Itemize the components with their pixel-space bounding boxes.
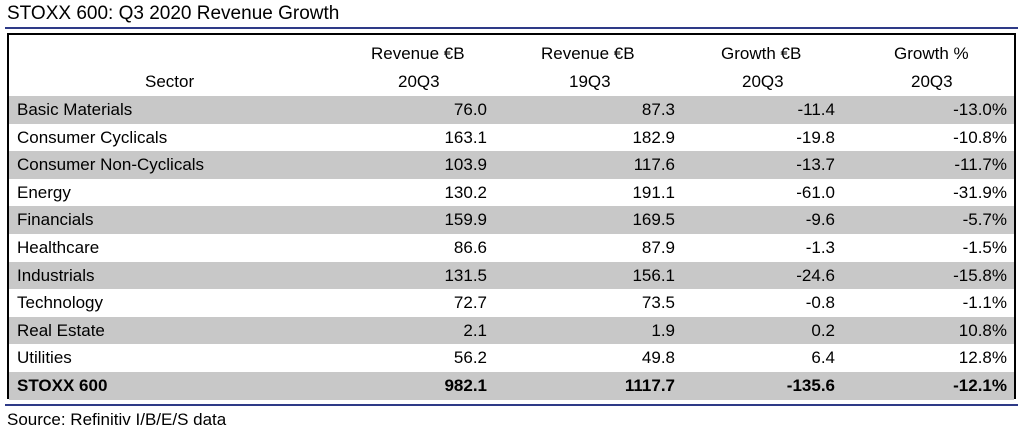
rev-19q3-cell: 49.8 bbox=[641, 348, 675, 368]
sector-cell: Healthcare bbox=[17, 238, 100, 257]
total-growth-pct-cell: -12.1% bbox=[953, 376, 1007, 395]
table-row: Financials 159.9 169.5 -9.6 -5.7% bbox=[9, 206, 1014, 234]
table-row: Consumer Non-Cyclicals 103.9 117.6 -13.7… bbox=[9, 151, 1014, 179]
sector-cell: Technology bbox=[17, 293, 104, 313]
header-growth-eur-line1: Growth €B bbox=[721, 44, 802, 63]
growth-pct-cell: -1.1% bbox=[962, 293, 1007, 313]
table-row: Basic Materials 76.0 87.3 -11.4 -13.0% bbox=[9, 96, 1014, 124]
growth-eur-cell: -13.7 bbox=[796, 155, 835, 175]
rev-20q3-cell: 72.7 bbox=[453, 293, 487, 313]
rev-20q3-cell: 159.9 bbox=[444, 210, 487, 230]
rev-19q3-cell: 191.1 bbox=[632, 182, 675, 202]
header-rev20-line2: 20Q3 bbox=[398, 72, 440, 91]
table-title: STOXX 600: Q3 2020 Revenue Growth bbox=[7, 3, 340, 24]
rev-20q3-cell: 103.9 bbox=[444, 155, 487, 175]
table-row: Utilities 56.2 49.8 6.4 12.8% bbox=[9, 344, 1014, 372]
source-note: Source: Refinitiv I/B/E/S data bbox=[7, 410, 227, 429]
sector-cell: Industrials bbox=[17, 265, 95, 285]
total-rev-20q3-cell: 982.1 bbox=[444, 376, 487, 395]
footer-rule bbox=[5, 404, 1018, 406]
growth-eur-cell: -0.8 bbox=[805, 293, 835, 313]
header-growth-pct-line2: 20Q3 bbox=[911, 72, 953, 91]
growth-pct-cell: -5.7% bbox=[962, 210, 1007, 230]
rev-19q3-cell: 1.9 bbox=[651, 320, 675, 340]
table-row: Energy 130.2 191.1 -61.0 -31.9% bbox=[9, 179, 1014, 207]
rev-20q3-cell: 163.1 bbox=[444, 127, 487, 147]
total-rev-19q3-cell: 1117.7 bbox=[624, 376, 675, 395]
table-row: Real Estate 2.1 1.9 0.2 10.8% bbox=[9, 316, 1014, 345]
header-rev19-line2: 19Q3 bbox=[569, 72, 611, 91]
header-rev19-line1: Revenue €B bbox=[541, 44, 635, 63]
rev-19q3-cell: 156.1 bbox=[632, 265, 675, 285]
rev-19q3-cell: 117.6 bbox=[633, 155, 675, 175]
growth-pct-cell: -13.0% bbox=[953, 100, 1007, 119]
total-row: STOXX 600 982.1 1117.7 -135.6 -12.1% bbox=[9, 372, 1014, 400]
table-row: Consumer Cyclicals 163.1 182.9 -19.8 -10… bbox=[9, 124, 1014, 152]
rev-19q3-cell: 87.9 bbox=[641, 238, 675, 257]
rev-19q3-cell: 169.5 bbox=[632, 210, 675, 230]
sector-cell: Basic Materials bbox=[17, 100, 133, 119]
rev-20q3-cell: 56.2 bbox=[453, 348, 487, 368]
sector-cell: Consumer Cyclicals bbox=[17, 127, 168, 147]
table-row: Healthcare 86.6 87.9 -1.3 -1.5% bbox=[9, 234, 1014, 262]
table-header: Sector Revenue €B 20Q3 Revenue €B 19Q3 G… bbox=[9, 35, 1014, 96]
sector-cell: Energy bbox=[17, 182, 71, 202]
table-row: Technology 72.7 73.5 -0.8 -1.1% bbox=[9, 289, 1014, 317]
growth-eur-cell: -24.6 bbox=[796, 265, 835, 285]
growth-pct-cell: 12.8% bbox=[958, 348, 1007, 368]
growth-eur-cell: 0.2 bbox=[811, 320, 835, 340]
sector-cell: Consumer Non-Cyclicals bbox=[17, 155, 205, 175]
rev-20q3-cell: 130.2 bbox=[444, 182, 487, 202]
growth-eur-cell: 6.4 bbox=[811, 348, 835, 368]
header-sector: Sector bbox=[145, 72, 195, 91]
header-growth-pct-line1: Growth % bbox=[894, 44, 969, 63]
header-rev20-line1: Revenue €B bbox=[371, 44, 465, 63]
growth-eur-cell: -11.4 bbox=[797, 100, 836, 119]
sector-cell: Financials bbox=[17, 210, 94, 230]
growth-eur-cell: -9.6 bbox=[805, 210, 835, 230]
growth-pct-cell: -15.8% bbox=[953, 265, 1007, 285]
growth-eur-cell: -19.8 bbox=[796, 127, 835, 147]
rev-19q3-cell: 87.3 bbox=[641, 100, 675, 119]
rev-20q3-cell: 76.0 bbox=[453, 100, 487, 119]
total-sector-cell: STOXX 600 bbox=[17, 376, 108, 395]
growth-pct-cell: -11.7% bbox=[954, 155, 1007, 175]
header-growth-eur-line2: 20Q3 bbox=[742, 72, 784, 91]
table-row: Industrials 131.5 156.1 -24.6 -15.8% bbox=[9, 261, 1014, 290]
rev-20q3-cell: 2.1 bbox=[463, 320, 487, 340]
rev-20q3-cell: 86.6 bbox=[453, 238, 487, 257]
growth-eur-cell: -1.3 bbox=[805, 238, 835, 257]
sector-cell: Utilities bbox=[17, 348, 72, 368]
rev-19q3-cell: 73.5 bbox=[641, 293, 675, 313]
rev-19q3-cell: 182.9 bbox=[632, 127, 675, 147]
rev-20q3-cell: 131.5 bbox=[444, 265, 487, 285]
total-growth-eur-cell: -135.6 bbox=[786, 376, 835, 395]
growth-eur-cell: -61.0 bbox=[796, 182, 835, 202]
revenue-table: Sector Revenue €B 20Q3 Revenue €B 19Q3 G… bbox=[7, 33, 1016, 400]
growth-pct-cell: -31.9% bbox=[953, 182, 1007, 202]
growth-pct-cell: -1.5% bbox=[962, 238, 1007, 257]
growth-pct-cell: 10.8% bbox=[958, 320, 1007, 340]
title-rule bbox=[5, 27, 1018, 29]
sector-cell: Real Estate bbox=[17, 320, 105, 340]
growth-pct-cell: -10.8% bbox=[953, 127, 1007, 147]
